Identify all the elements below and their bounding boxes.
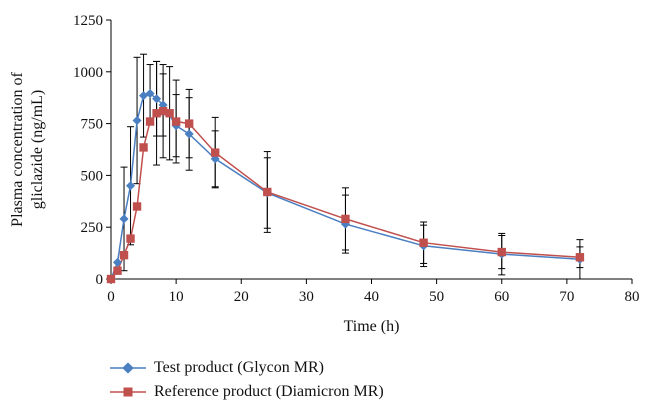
axis-labels: 0 250 500 750 1000 1250 0 10 20 30 40 50 60 70 80 Time … [9,13,640,335]
x-tick-label: 60 [494,289,509,305]
axes [106,19,633,284]
data-point-test [152,94,162,104]
y-axis-label: gliclazide (ng/mL) [29,90,46,210]
data-point-reference [341,214,350,224]
legend-swatch-test [110,362,146,374]
data-point-reference [139,143,148,152]
data-point-reference [263,187,272,197]
x-tick-label: 40 [364,289,379,305]
x-tick-label: 30 [299,289,314,305]
data-point-reference [152,109,161,118]
data-point-reference [171,117,181,126]
data-point-reference [419,238,428,247]
data-point-reference [113,266,122,275]
data-point-reference [165,109,174,118]
data-point-test [119,214,129,224]
x-tick-label: 70 [559,289,574,305]
error-bars [120,53,584,280]
markers [106,89,585,284]
data-point-test [126,181,136,191]
legend-swatch-reference [110,387,146,397]
data-point-test [132,115,142,126]
data-point-reference [211,148,220,157]
data-point-reference [575,253,585,262]
legend-label-test: Test product (Glycon MR) [154,359,324,376]
chart: 0 250 500 750 1000 1250 0 10 20 30 40 50 60 70 80 Time … [9,13,640,335]
x-tick-label: 20 [234,289,249,305]
data-point-reference [106,274,116,284]
legend-label-reference: Reference product (Diamicron MR) [154,383,384,400]
data-point-reference [145,117,155,126]
y-tick-label: 500 [81,168,104,184]
legend-item-test: Test product (Glycon MR) [110,356,384,380]
data-point-reference [497,247,506,257]
data-point-reference [119,250,129,260]
legend: Test product (Glycon MR) Reference produ… [110,356,384,404]
x-tick-label: 0 [107,289,115,305]
data-point-reference [158,106,168,116]
x-tick-label: 80 [625,289,640,305]
data-point-test [145,89,155,99]
x-tick-label: 50 [429,289,444,305]
data-point-reference [126,234,135,243]
data-point-reference [184,119,194,128]
y-axis-label: Plasma concentration of [9,72,26,227]
y-tick-label: 1250 [73,13,103,29]
x-axis-label: Time (h) [344,318,400,335]
y-tick-label: 1000 [73,65,103,81]
y-tick-label: 750 [81,117,104,133]
legend-item-reference: Reference product (Diamicron MR) [110,380,384,404]
y-tick-label: 250 [81,220,104,236]
data-point-reference [132,202,142,211]
y-tick-label: 0 [96,272,104,288]
x-tick-label: 10 [169,289,184,305]
